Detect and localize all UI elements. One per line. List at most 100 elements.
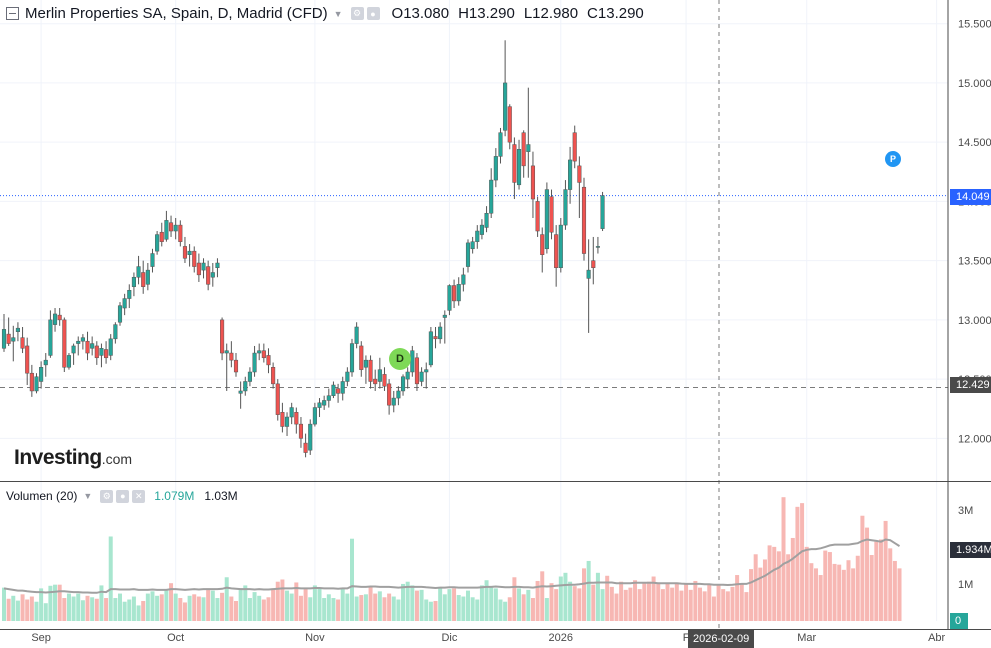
candle [29,364,34,397]
volume-bar [582,568,586,621]
candle [284,412,290,436]
volume-bar [786,554,791,621]
volume-bar [781,497,786,621]
volume-bar [762,559,767,621]
candle [572,125,577,169]
candle-body [192,250,197,267]
candle [257,343,262,361]
candle-body [159,231,164,242]
eye-icon[interactable]: ● [116,489,130,503]
collapse-icon[interactable] [6,7,19,20]
volume-bar [456,595,461,621]
volume-bar [438,586,443,621]
x-tick-label: F [683,632,690,644]
x-tick-label: Abr [928,632,945,644]
volume-bar [164,590,169,621]
volume-bar [461,596,466,621]
volume-bar [744,592,749,621]
p-marker[interactable]: P [885,151,901,167]
candle-body [122,298,127,309]
volume-bar [554,589,559,621]
candle-body [498,132,503,157]
volume-bar [122,601,127,621]
dividend-marker[interactable]: D [389,348,411,370]
volume-bar [470,597,475,621]
volume-bar [118,593,122,621]
candle-body [479,224,484,235]
candle-body [405,371,410,380]
volume-bar [373,593,378,621]
candle-body [266,355,271,366]
volume-bar [860,515,865,621]
candle-body [298,423,304,439]
candle-body [568,159,573,190]
volume-bar [224,577,229,621]
candle-body [442,314,447,318]
candle-body [465,242,471,267]
settings-icon[interactable]: ⚙ [100,489,114,503]
volume-bar [758,567,763,621]
candle-body [34,376,39,392]
volume-bar [702,591,707,621]
volume-bar [512,577,517,621]
candle [252,345,257,377]
high-value: 13.290 [468,5,515,22]
candle [442,310,447,344]
candle-body [489,179,494,214]
candle-body [1,329,7,349]
candle [414,353,420,391]
volume-bar [396,599,401,621]
chevron-down-icon[interactable]: ▼ [333,8,343,19]
volume-bar [823,550,828,621]
volume-bar [725,591,730,621]
candle-body [294,412,299,425]
settings-icon[interactable]: ⚙ [350,7,364,20]
candle [224,343,229,391]
candle [507,104,512,150]
volume-bar [452,588,457,621]
volume-bar [540,571,545,621]
candle-body [424,369,429,373]
volume-bar [665,583,670,621]
volume-bar [308,597,313,621]
candle [271,362,276,389]
candle-body [252,352,257,373]
candle-body [15,327,20,332]
volume-bar [851,568,856,621]
candle [168,215,174,237]
volume-bar [206,588,211,621]
candle-body [275,383,280,415]
volume-bar [85,595,90,621]
candle [76,336,81,356]
volume-ma-value: 1.03M [204,489,238,503]
candle [336,383,341,403]
volume-bar [572,586,577,621]
candle [108,334,113,361]
volume-bar [257,595,262,621]
chevron-down-icon[interactable]: ▼ [83,491,93,501]
candle-body [586,269,591,279]
volume-bar [735,575,740,621]
candle-body [387,383,392,406]
candle-body [168,222,174,232]
candle [57,308,62,326]
candle [155,231,160,255]
volume-bar [312,585,317,621]
candle [52,308,58,332]
candle [521,130,526,178]
volume-bar [294,582,299,621]
candle [489,168,494,218]
volume-bar [317,587,322,621]
volume-bar [6,598,11,621]
candle-body [280,412,285,427]
volume-bar [809,563,814,621]
candle [400,374,406,396]
close-icon[interactable]: ✕ [132,489,146,503]
volume-bar [656,583,661,621]
candle [354,322,359,349]
eye-icon[interactable]: ● [366,7,380,20]
candle [71,343,76,365]
candle [349,338,355,377]
candle-body [363,359,368,368]
